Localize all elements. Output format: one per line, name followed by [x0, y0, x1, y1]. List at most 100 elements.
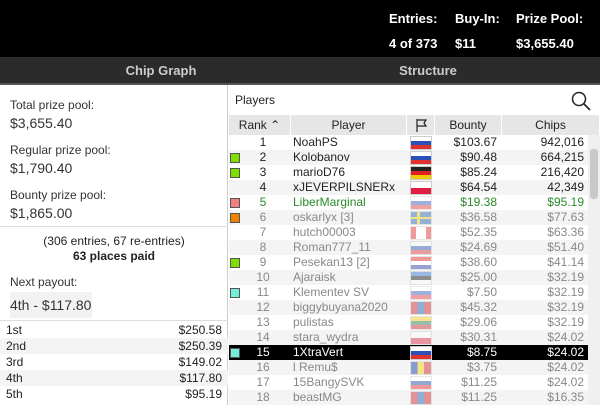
- chips: 216,420: [540, 165, 584, 179]
- rank: 3: [259, 165, 267, 179]
- rank: 8: [259, 240, 267, 254]
- players-search-bar[interactable]: Players: [229, 88, 600, 114]
- chips: $63.36: [547, 225, 584, 239]
- table-row[interactable]: 1 NoahPS $103.67 942,016: [229, 135, 588, 150]
- table-row[interactable]: 5 LiberMarginal $19.38 $95.19: [229, 195, 588, 210]
- table-row[interactable]: 3 marioD76 $85.24 216,420: [229, 165, 588, 180]
- chips: $24.02: [547, 330, 584, 344]
- search-icon[interactable]: [571, 91, 591, 111]
- chips: 664,215: [540, 150, 584, 164]
- rank: 16: [256, 360, 270, 374]
- table-row[interactable]: 11 Klementev SV $7.50 $32.19: [229, 285, 588, 300]
- prize-pool-panel: Total prize pool: $3,655.40 Regular priz…: [0, 85, 228, 405]
- bounty: $103.67: [453, 135, 497, 149]
- table-row[interactable]: 2 Kolobanov $90.48 664,215: [229, 150, 588, 165]
- table-row[interactable]: 12 biggybuyana2020 $45.32 $32.19: [229, 300, 588, 315]
- tab-structure[interactable]: Structure: [399, 63, 457, 78]
- bounty: $45.32: [460, 300, 497, 314]
- payout-row: 4th $117.80: [0, 370, 228, 386]
- player-name: NoahPS: [293, 135, 338, 149]
- sweden-flag-icon: [410, 211, 432, 225]
- column-chips[interactable]: Chips: [502, 115, 600, 135]
- payout-place: 4th: [6, 371, 23, 385]
- next-payout-value: 4th - $117.80: [10, 292, 92, 318]
- germany-flag-icon: [410, 166, 432, 180]
- table-row[interactable]: 7 hutch00003 $52.35 $63.36: [229, 225, 588, 240]
- total-prize-value: $3,655.40: [10, 115, 73, 131]
- chips: 42,349: [547, 180, 584, 194]
- rank: 7: [259, 225, 267, 239]
- table-row[interactable]: 6 oskarlyx [3] $36.58 $77.63: [229, 210, 588, 225]
- bounty: $24.69: [460, 240, 497, 254]
- chips: $32.19: [547, 300, 584, 314]
- player-marker: [230, 198, 240, 208]
- table-row[interactable]: 4 xJEVERPILSNERx $64.54 42,349: [229, 180, 588, 195]
- russia-flag-icon: [410, 151, 432, 165]
- player-marker: [230, 348, 240, 358]
- russia-flag-icon: [410, 241, 432, 255]
- chips: $24.02: [547, 375, 584, 389]
- chips: $41.14: [547, 255, 584, 269]
- players-panel: Players Rank ⌃ Player Bounty Chips 1 Noah…: [229, 85, 600, 405]
- table-row[interactable]: 10 Ajaraisk $25.00 $32.19: [229, 270, 588, 285]
- places-paid: 63 places paid: [72, 249, 156, 263]
- russia-flag-icon: [410, 346, 432, 360]
- chips: $77.63: [547, 210, 584, 224]
- slovakia-flag-icon: [410, 376, 432, 390]
- table-row[interactable]: 14 stara_wydra $30.31 $24.02: [229, 330, 588, 345]
- rank: 2: [259, 150, 267, 164]
- sort-ascending-icon: ⌃: [270, 118, 281, 132]
- table-row[interactable]: 17 15BangySVK $11.25 $24.02: [229, 375, 588, 390]
- scrollbar-thumb[interactable]: [590, 149, 598, 199]
- rank: 1: [259, 135, 267, 149]
- player-name: pulistas: [293, 315, 334, 329]
- payout-row: 2nd $250.39: [0, 338, 228, 354]
- tournament-header: Entries: 4 of 373 Buy-In: $11 Prize Pool: $…: [0, 0, 600, 57]
- player-name: marioD76: [293, 165, 346, 179]
- payout-row: 1st $250.58: [0, 322, 228, 338]
- table-row[interactable]: 16 l Remu$ $3.75 $24.02: [229, 360, 588, 375]
- croatia-flag-icon: [410, 256, 432, 270]
- rank: 13: [256, 315, 270, 329]
- rank: 18: [256, 390, 270, 404]
- bounty: $90.48: [460, 150, 497, 164]
- column-flag[interactable]: [407, 115, 435, 135]
- bounty-prize-value: $1,865.00: [10, 205, 73, 221]
- bounty: $11.25: [461, 375, 497, 389]
- bounty: $64.54: [460, 180, 497, 194]
- player-name: xJEVERPILSNERx: [293, 180, 396, 194]
- russia-flag-icon: [410, 136, 432, 150]
- bounty: $30.31: [460, 330, 497, 344]
- table-row[interactable]: 18 beastMG $11.25 $16.35: [229, 390, 588, 405]
- player-name: l Remu$: [293, 360, 338, 374]
- bounty: $25.00: [460, 270, 497, 284]
- player-name: 15BangySVK: [293, 375, 365, 389]
- table-row[interactable]: 15 1XtraVert $8.75 $24.02: [229, 345, 588, 360]
- table-row[interactable]: 13 pulistas $29.06 $32.19: [229, 315, 588, 330]
- player-marker: [230, 153, 240, 163]
- rank: 11: [256, 285, 270, 299]
- chips: $24.02: [547, 345, 584, 359]
- players-title: Players: [235, 93, 276, 107]
- payout-place: 3rd: [6, 355, 24, 369]
- payout-amount: $149.02: [178, 355, 222, 369]
- player-name: Pesekan13 [2]: [293, 255, 370, 269]
- lithuania-flag-icon: [410, 316, 432, 330]
- column-rank[interactable]: Rank ⌃: [229, 115, 291, 135]
- column-bounty[interactable]: Bounty: [435, 115, 502, 135]
- table-row[interactable]: 8 Roman777_11 $24.69 $51.40: [229, 240, 588, 255]
- russia-flag-icon: [410, 286, 432, 300]
- regular-prize-label: Regular prize pool:: [10, 143, 111, 157]
- next-payout-label: Next payout:: [10, 275, 78, 289]
- chips: $24.02: [547, 360, 584, 374]
- player-name: Roman777_11: [293, 240, 371, 254]
- tab-chip-graph[interactable]: Chip Graph: [125, 63, 197, 78]
- bounty: $8.75: [466, 345, 497, 359]
- player-name: hutch00003: [293, 225, 356, 239]
- scrollbar[interactable]: [588, 135, 600, 405]
- column-player[interactable]: Player: [291, 115, 407, 135]
- mongolia-flag-icon: [410, 391, 432, 405]
- bounty: $7.50: [466, 285, 497, 299]
- table-row[interactable]: 9 Pesekan13 [2] $38.60 $41.14: [229, 255, 588, 270]
- payout-row: 5th $95.19: [0, 386, 228, 402]
